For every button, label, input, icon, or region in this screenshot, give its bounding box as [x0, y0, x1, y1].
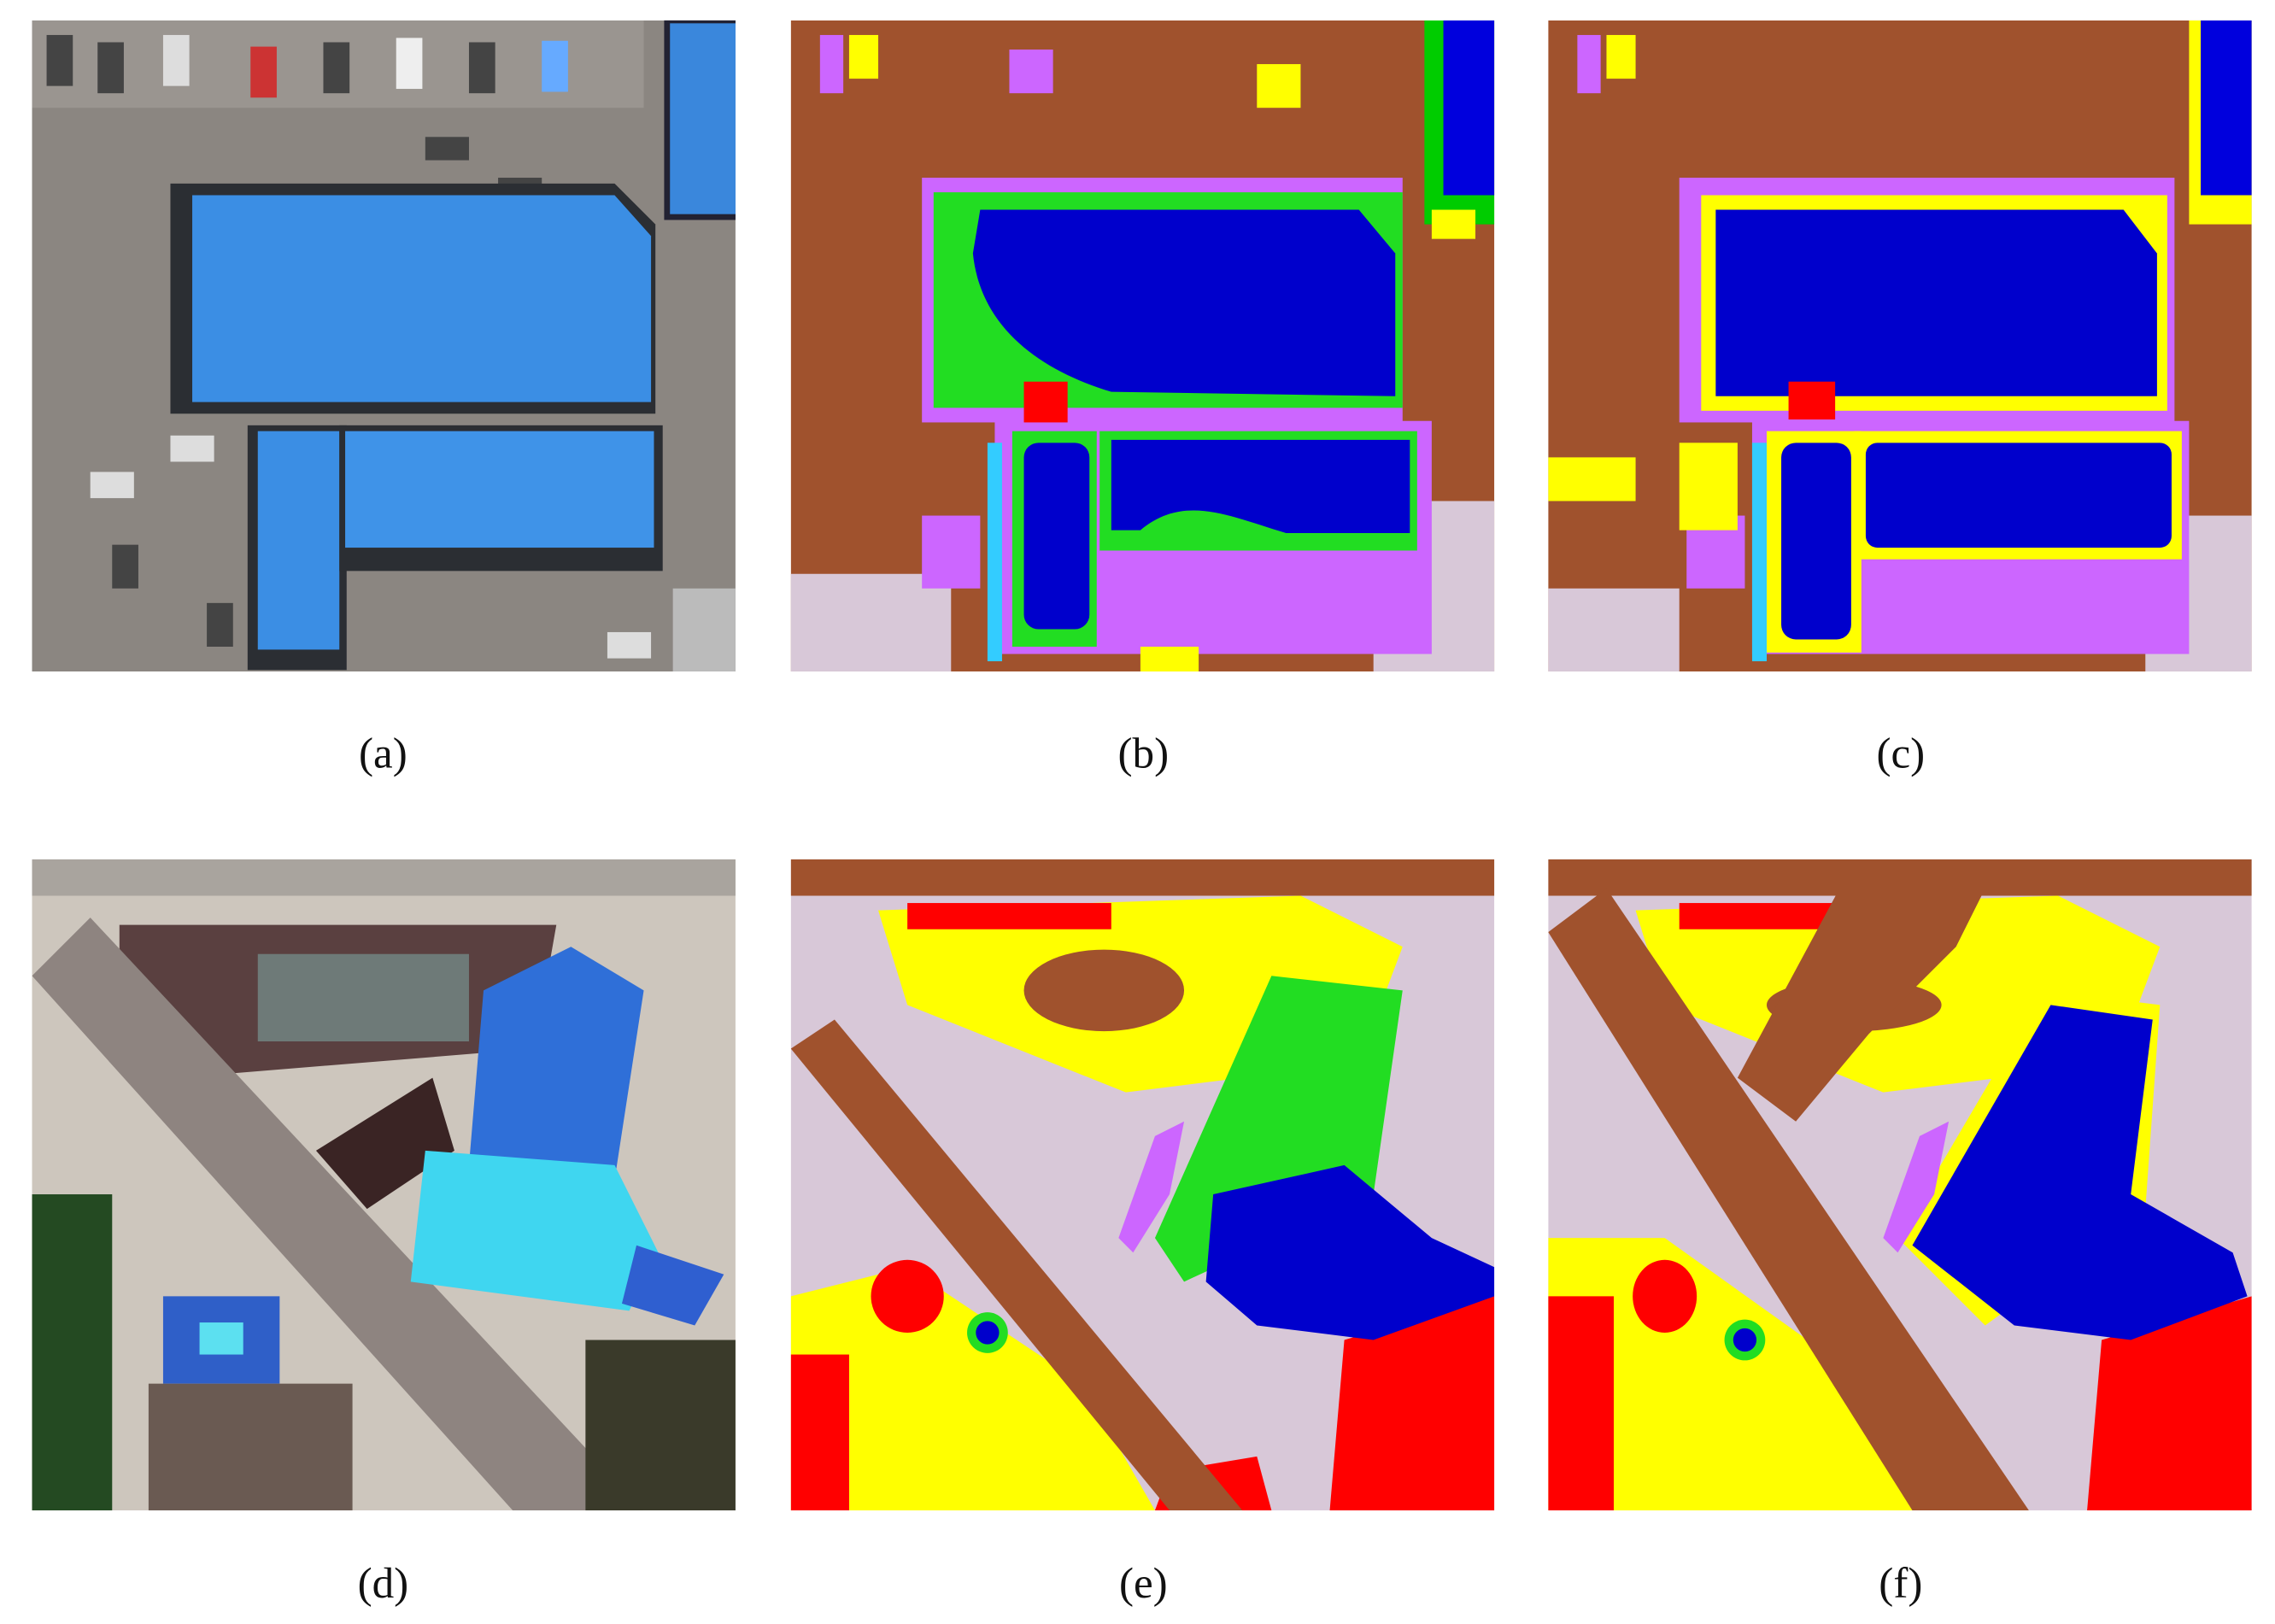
- panel-d-image: [32, 859, 736, 1510]
- region: [1257, 64, 1301, 108]
- class-red: [1023, 381, 1068, 423]
- car: [90, 472, 134, 499]
- class-building: [2201, 20, 2252, 196]
- car: [162, 34, 190, 86]
- class-shadow: [1883, 1121, 1950, 1253]
- car: [323, 42, 350, 94]
- class-building: [1912, 1005, 2248, 1340]
- car: [207, 602, 233, 647]
- panel-e-map: [790, 859, 1495, 1510]
- class-shadow: [1118, 1121, 1185, 1253]
- region: [1679, 443, 1738, 531]
- region: [922, 515, 981, 589]
- roof: [410, 1150, 659, 1311]
- car: [97, 42, 124, 94]
- class-building: [1111, 439, 1410, 534]
- car: [46, 34, 73, 86]
- pool: [199, 1322, 243, 1355]
- class-red: [1329, 1296, 1495, 1510]
- class-red: [790, 1354, 849, 1510]
- region: [848, 34, 879, 79]
- class-building: [1715, 209, 2157, 396]
- region: [1548, 457, 1636, 501]
- region: [1606, 34, 1636, 79]
- region: [1431, 209, 1476, 239]
- class-building: [1023, 443, 1090, 630]
- car: [468, 42, 495, 94]
- road: [32, 918, 644, 1510]
- car: [542, 40, 568, 92]
- class-building: [1733, 1328, 1757, 1352]
- class-soil: [790, 1019, 1243, 1510]
- roof: [315, 1077, 454, 1210]
- vegetation: [32, 1194, 113, 1510]
- panel-label: (a): [359, 729, 408, 777]
- class-red: [1788, 381, 1836, 420]
- car: [425, 137, 469, 161]
- class-red: [871, 1259, 944, 1333]
- car: [112, 544, 138, 589]
- class-red: [1548, 1296, 1614, 1510]
- class-cyan: [987, 443, 1002, 662]
- panel-label: (e): [1119, 1559, 1168, 1608]
- car: [170, 435, 214, 462]
- panel-a-image: [32, 20, 736, 671]
- roof: [257, 431, 340, 650]
- car: [396, 38, 423, 90]
- ground: [672, 588, 736, 671]
- class-building: [976, 1321, 1000, 1345]
- class-yellow: [790, 1267, 1155, 1510]
- region: [1577, 34, 1601, 94]
- roof: [192, 195, 652, 402]
- road: [32, 859, 736, 896]
- class-red: [2087, 1296, 2252, 1510]
- roofs: [148, 1383, 353, 1510]
- class-building: [1865, 443, 2172, 548]
- class-soil: [1548, 888, 2029, 1510]
- panel-label: (b): [1118, 729, 1170, 777]
- class-red: [907, 903, 1111, 929]
- roof: [257, 953, 469, 1042]
- panel-label: (c): [1876, 729, 1925, 777]
- panel-b-map: [790, 20, 1495, 671]
- class-other: [790, 573, 952, 671]
- panel-label: (d): [358, 1559, 409, 1608]
- vegetation: [585, 1340, 736, 1510]
- roof: [345, 431, 654, 548]
- cars: [46, 34, 652, 659]
- roof: [621, 1245, 724, 1326]
- region: [1009, 50, 1053, 94]
- panel-f-map: [1548, 859, 2252, 1510]
- panel-label: (f): [1879, 1559, 1922, 1608]
- class-soil: [1737, 888, 1985, 1122]
- region: [1140, 646, 1199, 671]
- class-soil: [790, 859, 1495, 896]
- class-building: [1781, 443, 1851, 640]
- car: [607, 631, 652, 659]
- class-building: [1205, 1164, 1495, 1340]
- car: [250, 46, 277, 98]
- region: [819, 34, 844, 94]
- class-yellow: [848, 34, 1476, 671]
- roof: [468, 947, 644, 1180]
- class-other: [1548, 588, 1680, 671]
- class-building: [1443, 20, 1495, 196]
- roof: [664, 20, 736, 220]
- class-red: [1633, 1259, 1697, 1333]
- panel-c-map: [1548, 20, 2252, 671]
- class-building: [972, 209, 1396, 396]
- class-soil: [1023, 949, 1185, 1032]
- class-cyan: [1751, 443, 1768, 662]
